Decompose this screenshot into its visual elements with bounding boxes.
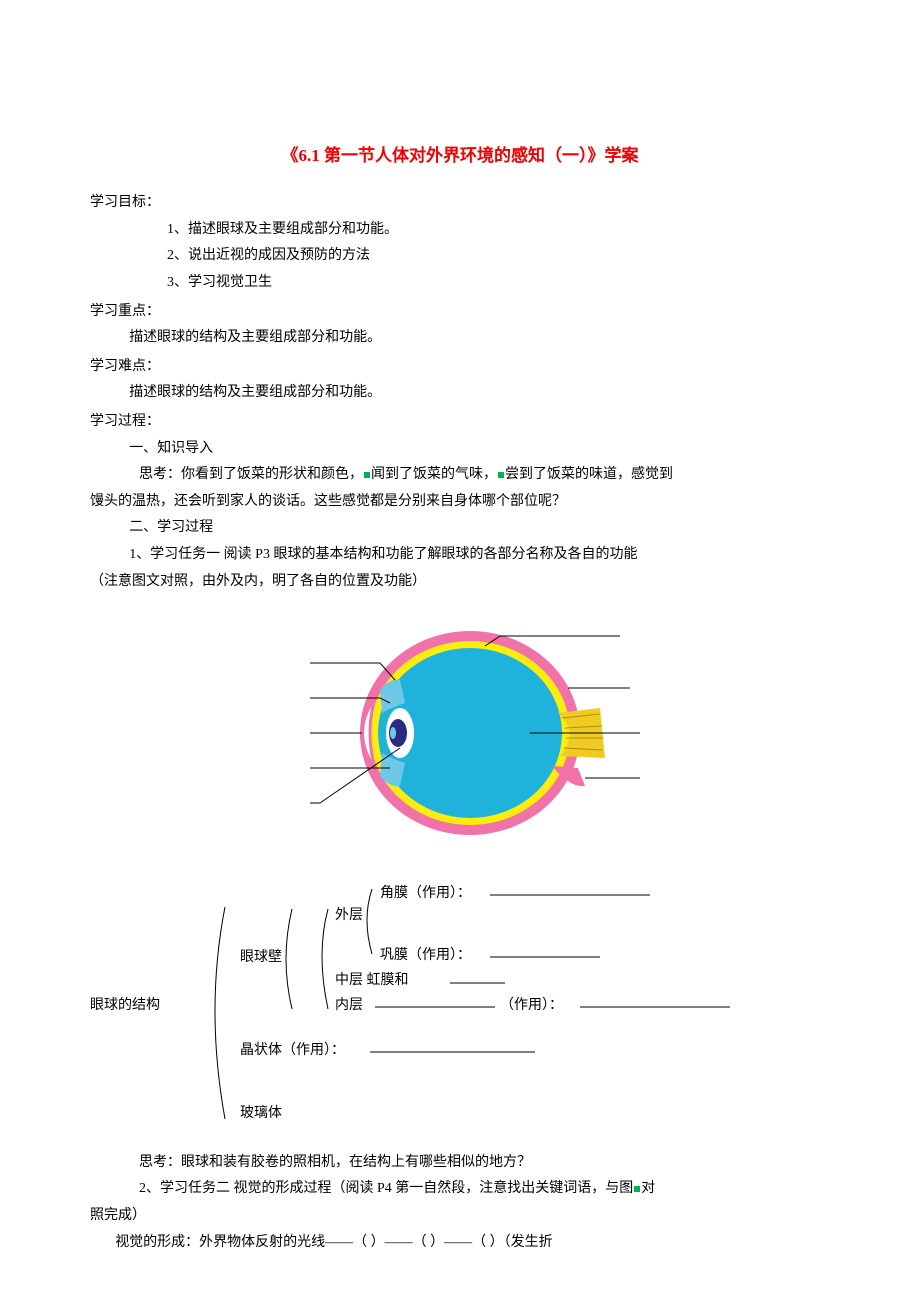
task2b: 对 (641, 1181, 655, 1196)
process-label: 学习过程： (90, 409, 830, 436)
keypoint-label: 学习重点： (90, 299, 830, 326)
difficulty-text: 描述眼球的结构及主要组成部分和功能。 (90, 380, 830, 407)
objective-3: 3、学习视觉卫生 (90, 270, 830, 297)
marker-dot-2 (498, 472, 504, 478)
think-1: 思考：你看到了饭菜的形状和颜色， 闻到了饭菜的气味， 尝到了饭菜的味道，感觉到 (90, 462, 830, 489)
task-2: 2、学习任务二 视觉的形成过程（阅读 P4 第一自然段，注意找出关键词语，与图对 (90, 1176, 830, 1203)
section-1: 一、知识导入 (90, 436, 830, 463)
task-1b: （注意图文对照，由外及内，明了各自的位置及功能） (90, 569, 830, 596)
marker-dot-1 (364, 472, 370, 478)
inner-suffix: （作用）： (500, 997, 563, 1013)
think-2: 思考：眼球和装有胶卷的照相机，在结构上有哪些相似的地方？ (90, 1150, 830, 1177)
marker-dot-3 (634, 1186, 640, 1192)
wall-label: 眼球壁 (240, 949, 282, 965)
think-1-cont: 馒头的温热，还会听到家人的谈话。这些感觉都是分别来自身体哪个部位呢？ (90, 489, 830, 516)
cornea-label: 角膜（作用）： (380, 885, 471, 901)
difficulty-label: 学习难点： (90, 354, 830, 381)
objectives-label: 学习目标： (90, 190, 830, 217)
think1b: 闻到了饭菜的气味， (371, 467, 497, 482)
think1a: 思考：你看到了饭菜的形状和颜色， (139, 467, 363, 482)
vitreous-label: 玻璃体 (240, 1104, 282, 1121)
section-2: 二、学习过程 (90, 515, 830, 542)
structure-tree: 角膜（作用）： 外层 巩膜（作用）： 眼球壁 中层 虹膜和 内层 （作用）： 眼… (90, 879, 830, 1129)
vision-line: 视觉的形成：外界物体反射的光线——（ ）——（ ）——（ ）（发生折 (90, 1230, 830, 1257)
lens-label: 晶状体（作用）： (240, 1042, 345, 1058)
page-title: 《6.1 第一节人体对外界环境的感知（一）》学案 (90, 140, 830, 172)
objective-1: 1、描述眼球及主要组成部分和功能。 (90, 217, 830, 244)
task2a: 2、学习任务二 视觉的形成过程（阅读 P4 第一自然段，注意找出关键词语，与图 (139, 1181, 633, 1196)
root-label: 眼球的结构 (90, 997, 160, 1013)
task-2-cont: 照完成） (90, 1203, 830, 1230)
think1c: 尝到了饭菜的味道，感觉到 (505, 467, 673, 482)
objective-2: 2、说出近视的成因及预防的方法 (90, 243, 830, 270)
middle-label: 中层 虹膜和 (335, 972, 409, 988)
sclera-label: 巩膜（作用）： (380, 947, 471, 963)
outer-label: 外层 (335, 907, 363, 923)
keypoint-text: 描述眼球的结构及主要组成部分和功能。 (90, 325, 830, 352)
inner-label: 内层 (335, 997, 363, 1013)
eye-diagram (200, 613, 720, 853)
task-1a: 1、学习任务一 阅读 P3 眼球的基本结构和功能了解眼球的各部分名称及各自的功能 (90, 542, 830, 569)
